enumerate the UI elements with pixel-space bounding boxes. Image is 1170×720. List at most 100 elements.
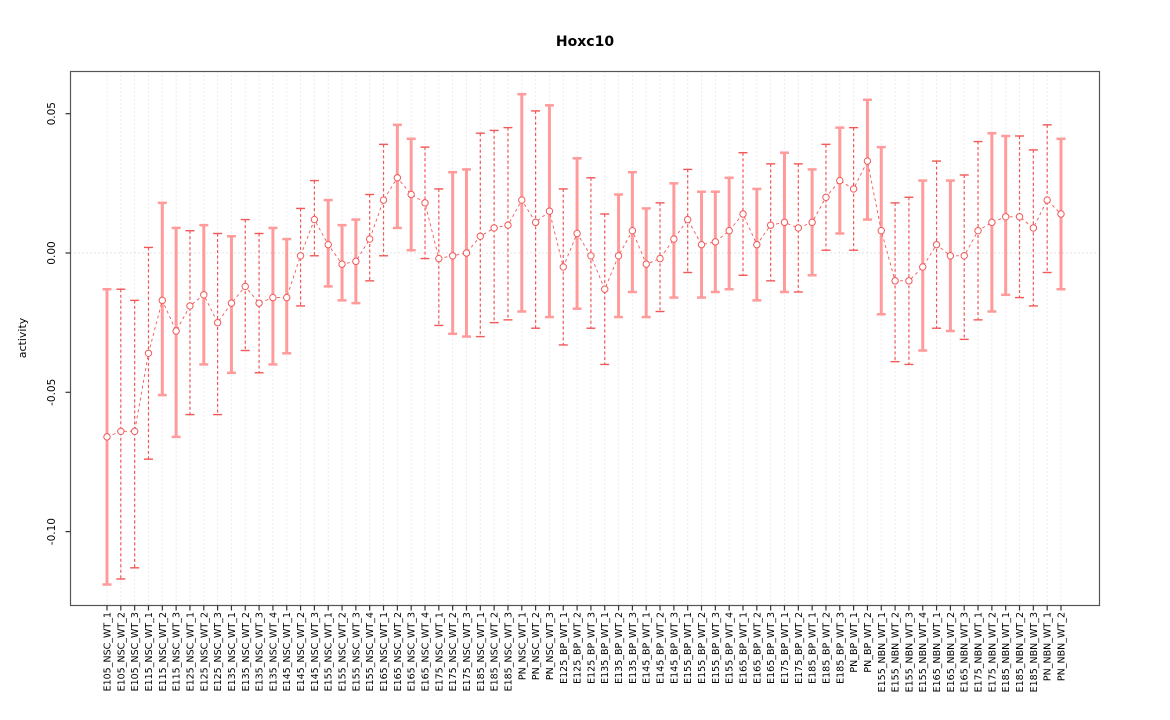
x-tick-label: E155_NBN_WT_1 — [877, 612, 888, 692]
error-bar — [821, 143, 831, 251]
x-tick-label: E135_BP_WT_2 — [614, 612, 625, 684]
data-point — [628, 227, 637, 235]
x-tick-label: E135_NSC_WT_4 — [268, 612, 279, 691]
data-point — [283, 293, 291, 302]
x-tick-label: E175_NBN_WT_1 — [974, 612, 985, 692]
data-point — [822, 193, 830, 201]
error-bar — [586, 177, 596, 329]
x-tick-label: E175_NSC_WT_3 — [462, 612, 473, 691]
data-point — [932, 240, 941, 249]
data-point — [946, 252, 955, 260]
error-bar — [1015, 135, 1025, 299]
x-tick-label: E145_BP_WT_3 — [669, 612, 680, 684]
x-tick-label: E185_NBN_WT_1 — [1001, 612, 1012, 692]
data-point — [310, 215, 319, 224]
error-bar — [240, 218, 250, 352]
data-point — [338, 260, 346, 268]
error-bar — [254, 232, 264, 374]
data-point — [919, 263, 927, 271]
x-tick-label: E165_BP_WT_2 — [752, 612, 763, 684]
data-point — [1015, 213, 1024, 221]
data-point — [877, 227, 885, 235]
data-point — [241, 282, 249, 291]
data-point — [1043, 196, 1051, 204]
data-point — [739, 210, 747, 218]
x-tick-label: E165_NBN_WT_3 — [960, 612, 971, 692]
x-tick-label: E125_BP_WT_2 — [573, 612, 584, 684]
x-tick-label: E135_NSC_WT_1 — [227, 612, 238, 691]
y-axis-title: activity — [16, 317, 29, 358]
data-point — [891, 277, 899, 285]
error-bar — [655, 202, 665, 313]
data-point — [849, 185, 858, 193]
x-tick-label: PN_NSC_WT_3 — [545, 612, 556, 680]
data-point — [670, 235, 678, 243]
x-tick-label: E155_BP_WT_1 — [683, 612, 694, 684]
data-point — [545, 207, 554, 215]
data-point — [614, 252, 623, 260]
x-tick-label: E105_NSC_WT_2 — [116, 612, 127, 691]
x-tick-label: E185_BP_WT_1 — [808, 612, 819, 684]
error-bar — [185, 230, 195, 416]
data-point — [531, 218, 540, 227]
data-point — [573, 229, 581, 238]
data-point — [117, 427, 125, 436]
x-tick-label: PN_BP_WT_1 — [849, 612, 860, 673]
chart-title: Hoxc10 — [556, 34, 614, 50]
x-tick-label: E145_NSC_WT_3 — [310, 612, 321, 691]
x-tick-label: E185_NBN_WT_2 — [1015, 612, 1026, 692]
y-tick-label: -0.05 — [46, 379, 58, 406]
connector-line-layer — [106, 159, 1062, 438]
x-tick-label: E175_BP_WT_1 — [780, 612, 791, 684]
data-point — [960, 252, 968, 260]
data-point — [421, 199, 429, 207]
error-bar — [296, 207, 306, 307]
x-tick-label: E105_NSC_WT_3 — [130, 612, 141, 691]
data-point — [1001, 213, 1010, 221]
data-point — [794, 224, 803, 232]
data-point — [988, 218, 996, 227]
x-tick-label: E115_NSC_WT_3 — [172, 612, 183, 691]
data-point — [808, 218, 816, 227]
y-tick-label: -0.10 — [46, 518, 58, 545]
x-tick-label: E115_NSC_WT_1 — [144, 612, 155, 691]
data-point — [725, 227, 733, 235]
data-point — [352, 257, 360, 266]
x-tick-label: E155_NSC_WT_2 — [338, 612, 349, 691]
y-tick-label: 0.00 — [46, 241, 58, 264]
x-tick-label: E145_BP_WT_1 — [642, 612, 653, 684]
data-points-layer — [103, 157, 1065, 441]
data-point — [642, 260, 650, 268]
data-point — [296, 252, 305, 260]
x-tick-label: E155_NSC_WT_4 — [365, 612, 376, 691]
x-tick-label: E165_NSC_WT_4 — [421, 612, 432, 691]
data-point — [158, 296, 167, 305]
x-tick-label: E155_NBN_WT_3 — [904, 612, 915, 692]
x-tick-label: E135_BP_WT_1 — [600, 612, 611, 684]
x-tick-label: E175_NSC_WT_1 — [434, 612, 445, 691]
data-point — [753, 240, 761, 249]
x-tick-label: E175_NBN_WT_2 — [987, 612, 998, 692]
error-bars-layer — [102, 92, 1066, 586]
data-point — [683, 215, 692, 224]
x-tick-label: E145_NSC_WT_2 — [296, 612, 307, 691]
x-tick-label: E145_NSC_WT_1 — [282, 612, 293, 691]
data-point — [448, 252, 457, 260]
x-tick-label: E185_NSC_WT_1 — [476, 612, 487, 691]
x-tick-label: E125_NSC_WT_1 — [185, 612, 196, 691]
x-tick-label: PN_NBN_WT_2 — [1057, 612, 1068, 681]
x-tick-label: E155_NSC_WT_3 — [351, 612, 362, 691]
data-point — [559, 263, 567, 271]
x-tick-label: E155_BP_WT_2 — [697, 612, 708, 684]
x-tick-label: E155_NSC_WT_1 — [324, 612, 335, 691]
data-point — [393, 174, 402, 182]
data-point — [766, 221, 775, 229]
x-tick-label: E135_NSC_WT_3 — [255, 612, 266, 691]
x-tick-label: E125_BP_WT_1 — [559, 612, 570, 684]
data-point — [103, 433, 111, 441]
x-tick-label: E165_BP_WT_3 — [766, 612, 777, 684]
data-point — [200, 291, 208, 299]
x-tick-label: PN_BP_WT_2 — [863, 612, 874, 673]
data-point — [490, 224, 498, 232]
